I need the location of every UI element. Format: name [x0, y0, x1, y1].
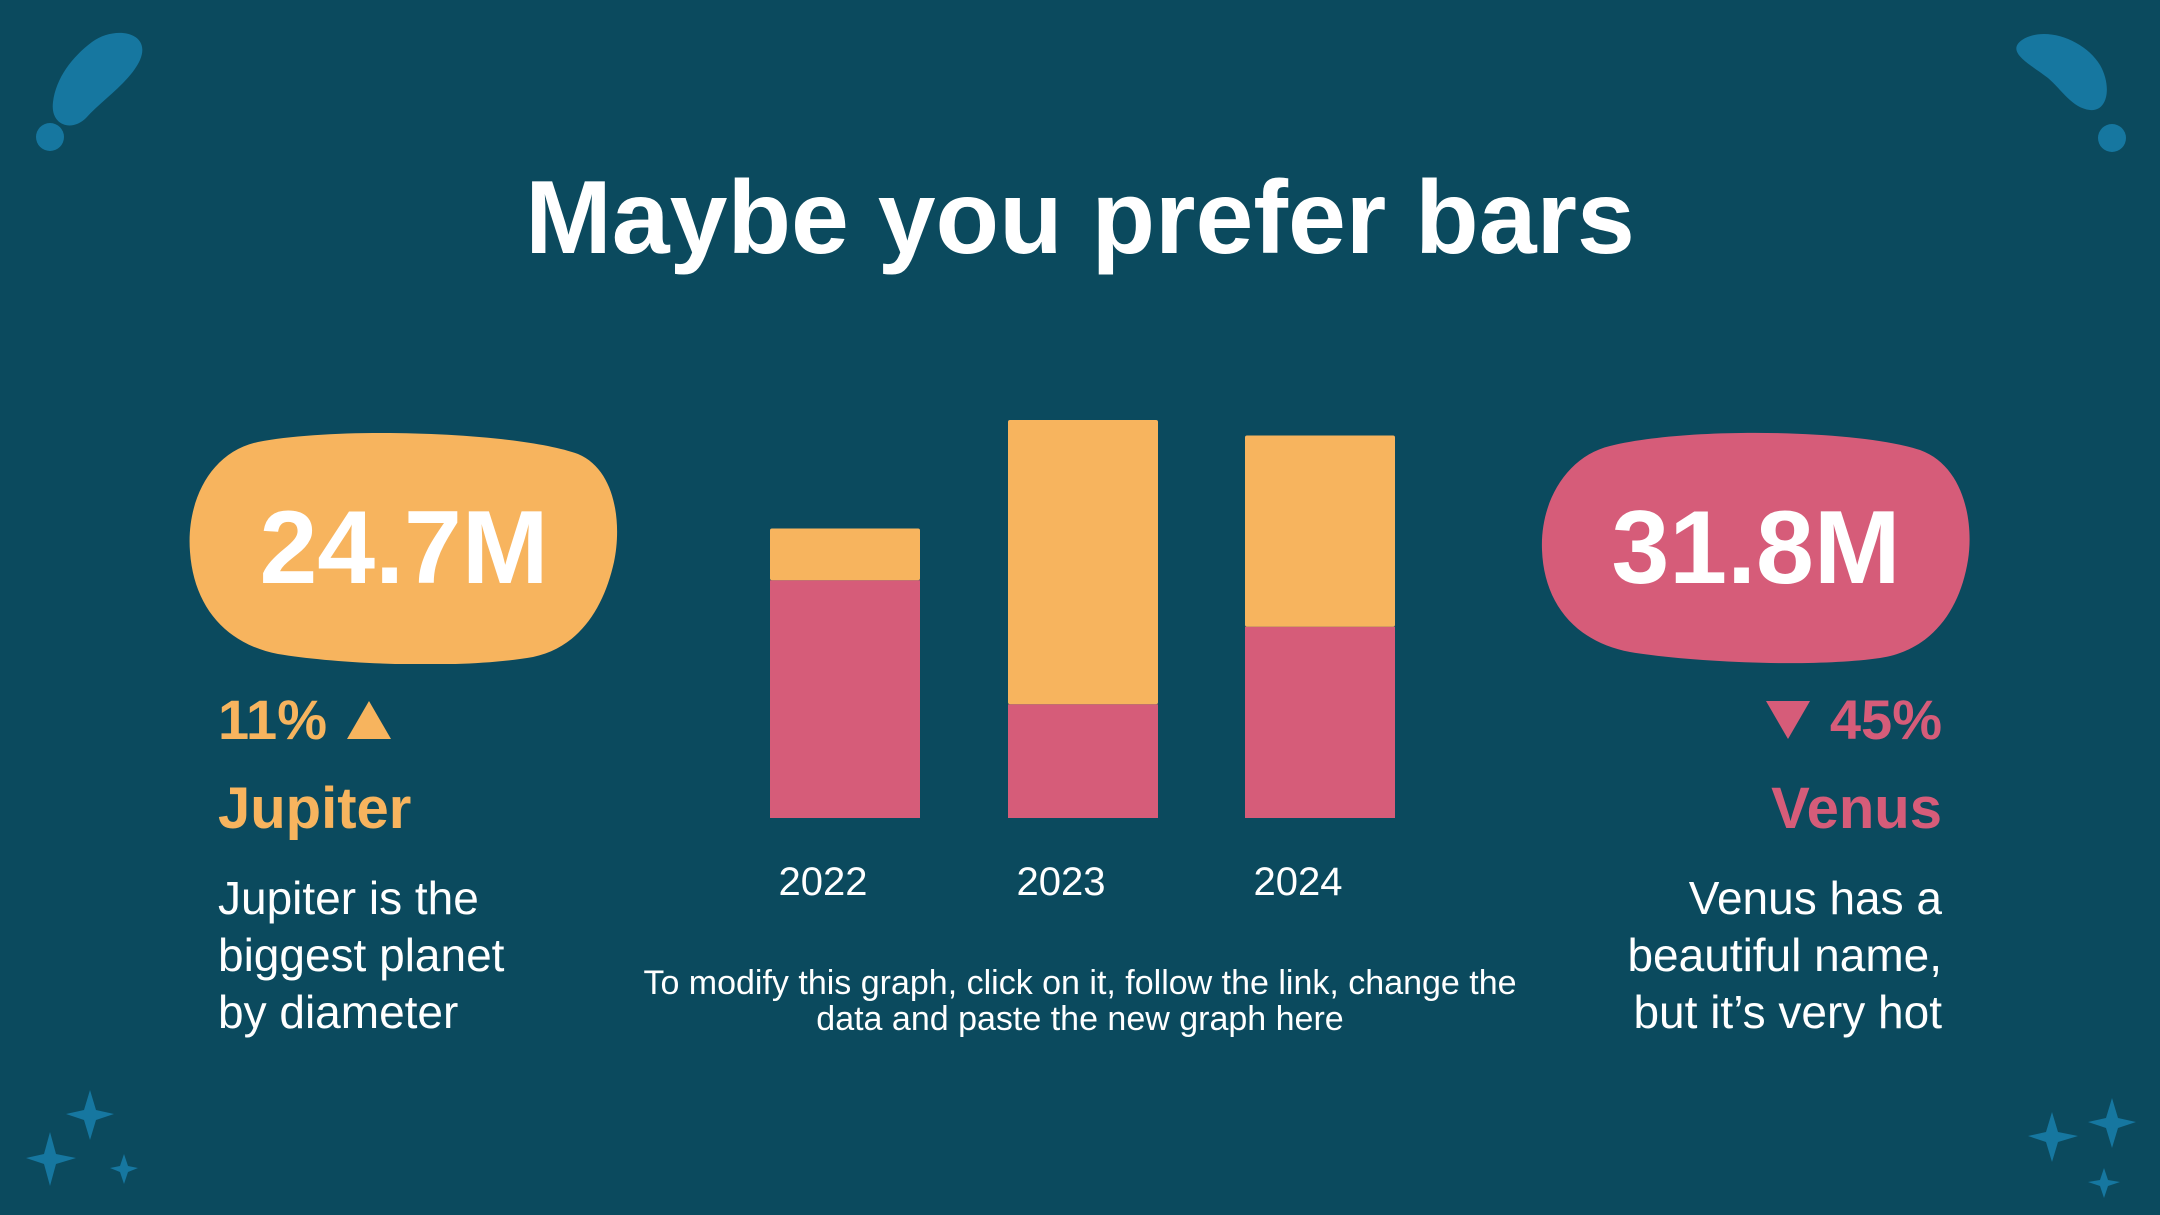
jupiter-description: Jupiter is the biggest planet by diamete… — [218, 870, 504, 1041]
venus-description-line: but it’s very hot — [1633, 986, 1942, 1038]
jupiter-description-line: Jupiter is the — [218, 872, 479, 924]
bar-2022-segment-1 — [770, 580, 920, 818]
jupiter-label: Jupiter — [218, 776, 412, 841]
decor-bottom-left-stars — [26, 1090, 138, 1186]
jupiter-description-line: by diameter — [218, 986, 459, 1038]
decor-top-right-shape — [2016, 34, 2126, 152]
jupiter-value: 24.7M — [259, 489, 549, 606]
x-tick-label: 2022 — [779, 860, 868, 904]
venus-description: Venus has a beautiful name, but it’s ver… — [1627, 870, 1942, 1041]
venus-label: Venus — [1771, 776, 1942, 841]
x-tick-label: 2023 — [1017, 860, 1106, 904]
bar-2023-segment-2 — [1008, 420, 1158, 705]
chart-edit-note: To modify this graph, click on it, follo… — [643, 964, 1517, 1038]
decor-top-left-shape — [36, 32, 143, 151]
stacked-bar-chart[interactable]: 2022 2023 2024 — [740, 420, 1460, 920]
jupiter-description-line: biggest planet — [218, 929, 505, 981]
bar-2023-segment-1 — [1008, 704, 1158, 818]
jupiter-change: 11% — [218, 688, 391, 752]
venus-value: 31.8M — [1611, 489, 1901, 606]
bar-2024-segment-2 — [1245, 435, 1395, 627]
jupiter-change-value: 11% — [218, 688, 327, 751]
venus-description-line: beautiful name, — [1627, 929, 1942, 981]
venus-description-line: Venus has a — [1688, 872, 1942, 924]
x-tick-label: 2024 — [1254, 860, 1343, 904]
venus-change-value: 45% — [1829, 688, 1942, 751]
decor-bottom-right-stars — [2028, 1098, 2136, 1198]
jupiter-value-blob: 24.7M — [188, 432, 620, 664]
triangle-down-icon — [1765, 701, 1810, 739]
bar-2022-segment-2 — [770, 528, 920, 581]
triangle-up-icon — [347, 701, 391, 739]
slide-title: Maybe you prefer bars — [525, 160, 1635, 276]
venus-value-blob: 31.8M — [1540, 432, 1972, 664]
venus-change: 45% — [1765, 688, 1942, 752]
bar-2024-segment-1 — [1245, 626, 1395, 818]
